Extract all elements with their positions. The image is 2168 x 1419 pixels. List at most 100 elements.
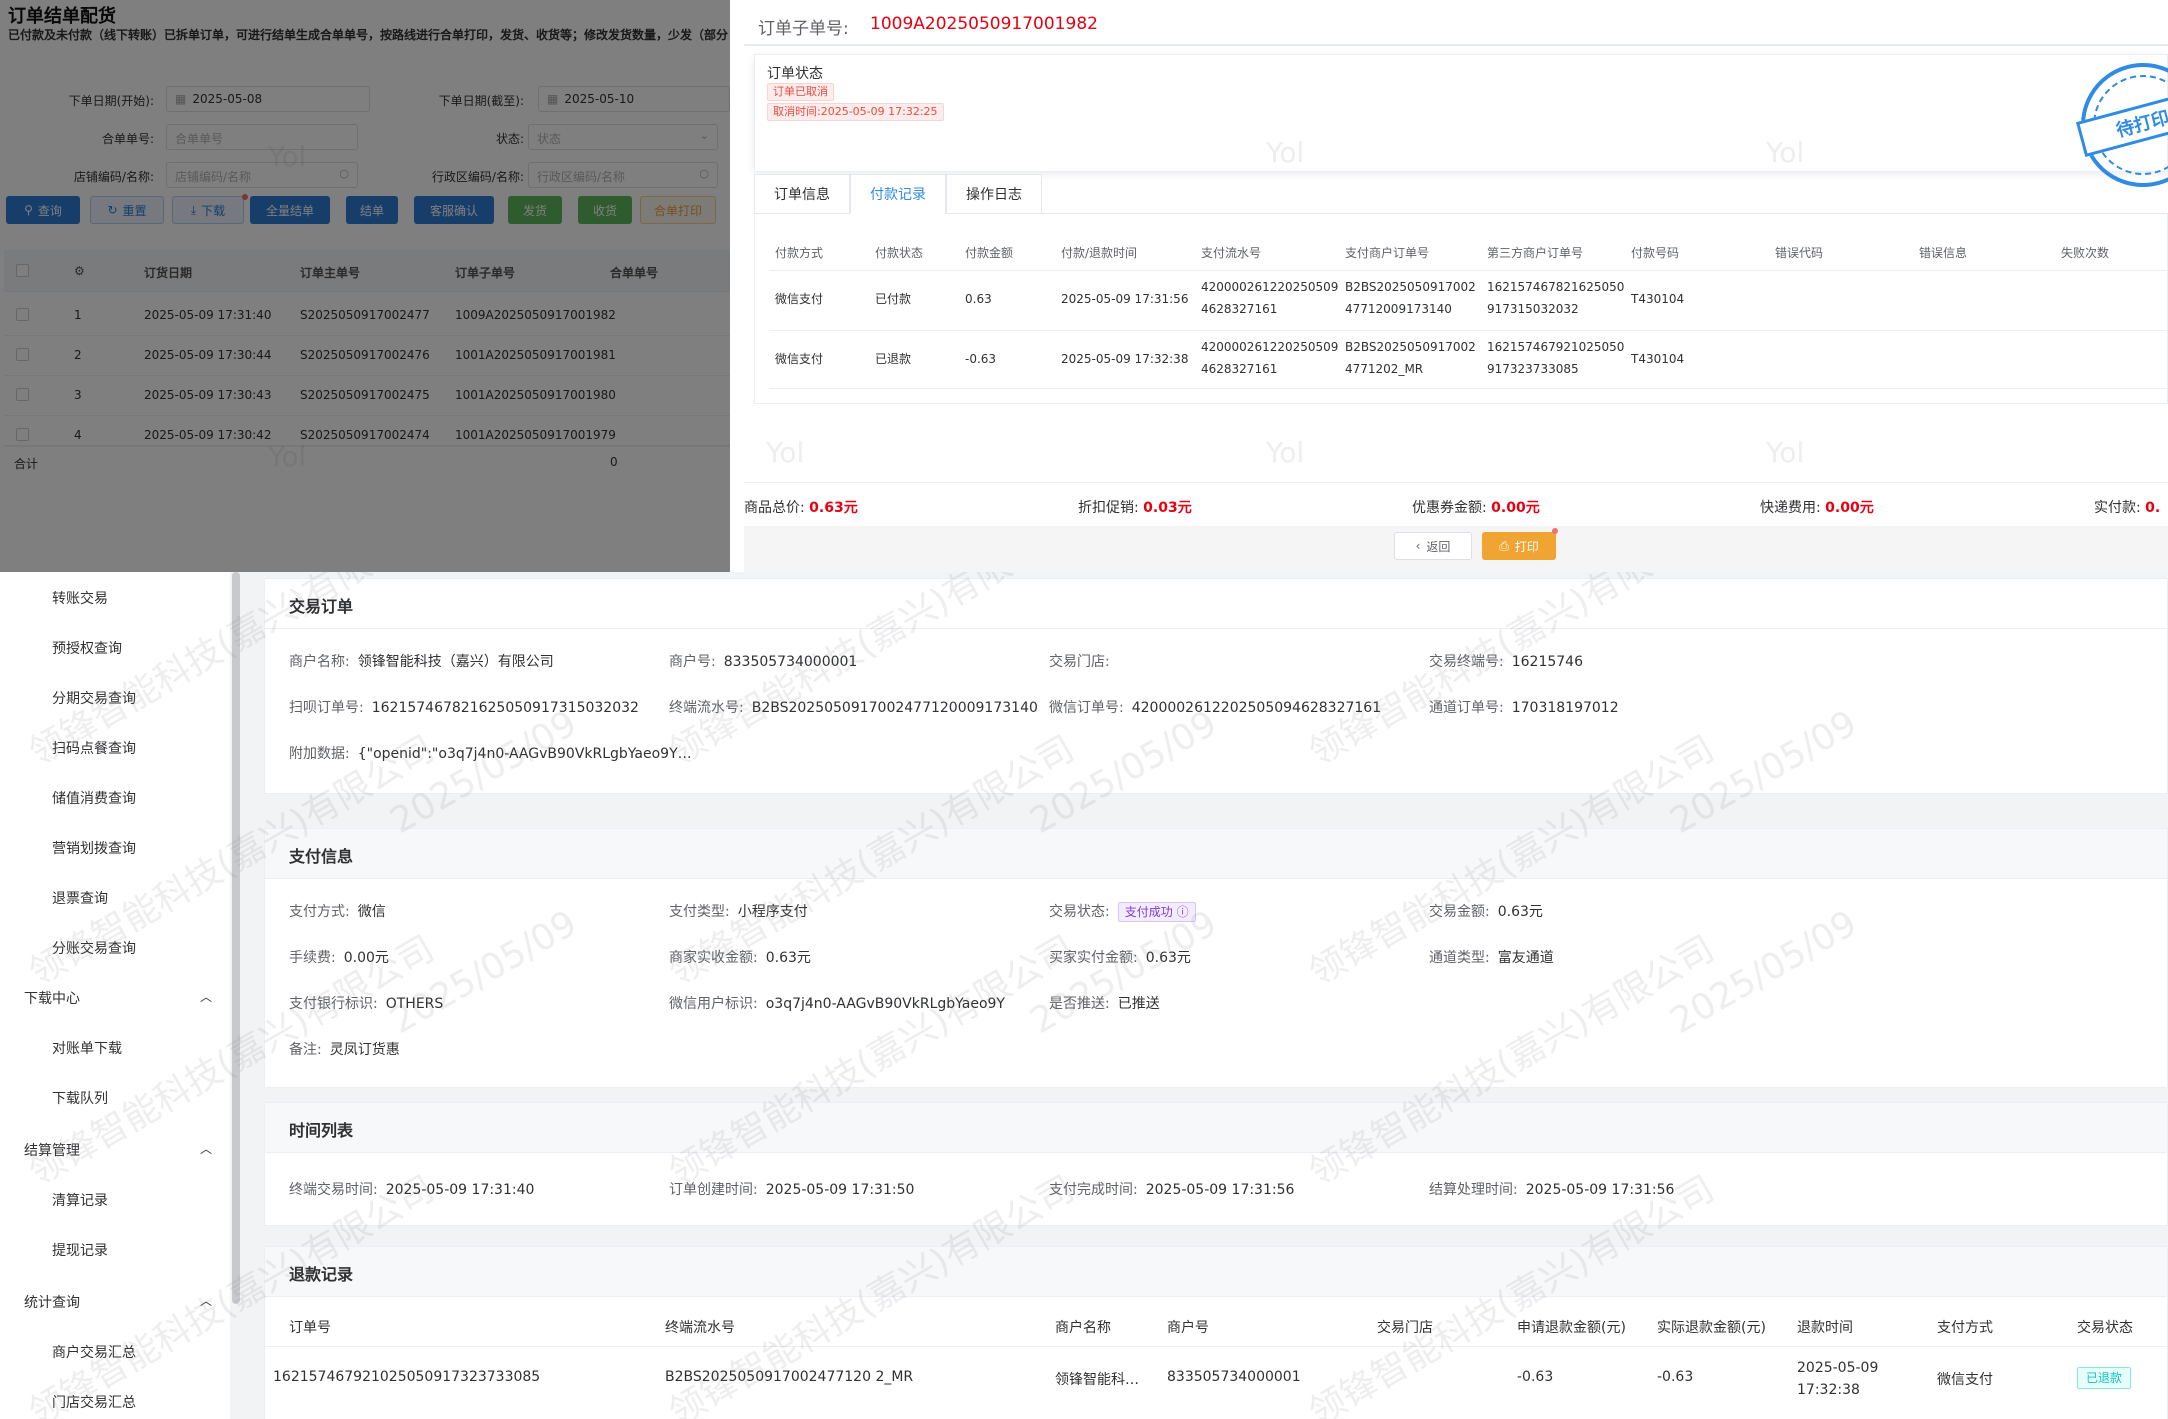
col-pay-no: 付款号码 xyxy=(1631,246,1680,260)
refund-order-no: 162157467921025050917323733085 xyxy=(273,1369,541,1385)
card-header: 时间列表 xyxy=(265,1103,2167,1153)
pay-serial: 420000261220250509 4628327161 xyxy=(1201,340,1339,376)
tab-payment-records[interactable]: 付款记录 xyxy=(850,174,946,214)
sidebar-item-split[interactable]: 分账交易查询 xyxy=(52,941,136,957)
refund-apply-amount: -0.63 xyxy=(1517,1369,1554,1385)
sidebar-item-download-queue[interactable]: 下载队列 xyxy=(52,1091,108,1107)
card-title: 支付信息 xyxy=(289,847,354,866)
printer-icon: ⎙ xyxy=(1499,538,1509,553)
pay-method: 微信支付 xyxy=(775,352,824,366)
col-error-code: 错误代码 xyxy=(1775,246,1824,260)
status-title: 订单状态 xyxy=(767,66,823,82)
pay-serial: 420000261220250509 4628327161 xyxy=(1201,280,1339,316)
pay-method-field: 支付方式: 微信 xyxy=(289,904,386,920)
divider xyxy=(769,330,2168,331)
sidebar-item-installment[interactable]: 分期交易查询 xyxy=(52,691,136,707)
col-third-order: 第三方商户订单号 xyxy=(1487,246,1584,260)
col-pay-amount: 付款金额 xyxy=(965,246,1014,260)
pay-no: T430104 xyxy=(1631,352,1685,366)
trade-order-card: 交易订单 商户名称: 领锋智能科技（嘉兴）有限公司 商户号: 83350573400… xyxy=(264,578,2168,794)
chevron-up-icon[interactable]: ︿ xyxy=(200,1294,213,1308)
chevron-up-icon[interactable]: ︿ xyxy=(200,990,213,1004)
refund-merchant-no: 833505734000001 xyxy=(1167,1369,1301,1385)
sidebar-scrollbar[interactable] xyxy=(232,572,240,1304)
col-terminal-serial: 终端流水号 xyxy=(665,1320,735,1336)
table-row[interactable]: 162157467921025050917323733085 B2BS20250… xyxy=(265,1347,2167,1417)
discount-total: 折扣促销: 0.03元 xyxy=(1078,500,1192,516)
card-header: 交易订单 xyxy=(265,579,2167,629)
attach-data-field: 附加数据: {"openid":"o3q7j4n0-AAGvB90VkRLgbYa… xyxy=(289,746,692,762)
watermark: Yol xyxy=(1266,436,1305,469)
sidebar-item-statement-download[interactable]: 对账单下载 xyxy=(52,1041,122,1057)
col-apply-refund: 申请退款金额(元) xyxy=(1517,1320,1626,1336)
col-pay-time: 付款/退款时间 xyxy=(1061,246,1138,260)
bank-field: 支付银行标识: OTHERS xyxy=(289,996,444,1012)
col-merchant-no: 商户号 xyxy=(1167,1320,1209,1336)
back-button[interactable]: ‹ 返回 xyxy=(1394,532,1472,560)
settle-time-field: 结算处理时间: 2025-05-09 17:31:56 xyxy=(1429,1182,1675,1198)
pay-done-field: 支付完成时间: 2025-05-09 17:31:56 xyxy=(1049,1182,1295,1198)
sidebar-group-settlement[interactable]: 结算管理 xyxy=(24,1143,80,1159)
merchant-no-field: 商户号: 833505734000001 xyxy=(669,654,858,670)
col-pay-merchant-order: 支付商户订单号 xyxy=(1345,246,1430,260)
pay-status: 已付款 xyxy=(875,292,912,306)
channel-type-field: 通道类型: 富友通道 xyxy=(1429,950,1554,966)
sidebar-item-transfer[interactable]: 转账交易 xyxy=(52,591,108,607)
sidebar-item-merchant-summary[interactable]: 商户交易汇总 xyxy=(52,1345,136,1361)
print-button[interactable]: ⎙ 打印 xyxy=(1482,532,1556,560)
refund-table-header: 订单号 终端流水号 商户名称 商户号 交易门店 申请退款金额(元) 实际退款金额… xyxy=(265,1303,2167,1347)
col-error-message: 错误信息 xyxy=(1919,246,1968,260)
divider xyxy=(769,388,2168,389)
sidebar-item-withdraw[interactable]: 提现记录 xyxy=(52,1243,108,1259)
shipping-total: 快递费用: 0.00元 xyxy=(1760,500,1874,516)
sidebar-item-refund-ticket[interactable]: 退票查询 xyxy=(52,891,108,907)
sidebar-group-download[interactable]: 下载中心 xyxy=(24,991,80,1007)
pay-amount: -0.63 xyxy=(965,352,997,366)
status-badge: 已退款 xyxy=(2077,1367,2132,1389)
wx-user-field: 微信用户标识: o3q7j4n0-AAGvB90VkRLgbYaeo9Y xyxy=(669,996,1005,1012)
merchant-recv-field: 商家实收金额: 0.63元 xyxy=(669,950,811,966)
cancelled-tag: 订单已取消 xyxy=(767,83,834,101)
refund-time: 2025-05-09 17:32:38 xyxy=(1797,1360,1879,1398)
goods-total: 商品总价: 0.63元 xyxy=(744,500,858,516)
sidebar-item-clearing[interactable]: 清算记录 xyxy=(52,1193,108,1209)
chevron-left-icon: ‹ xyxy=(1415,539,1421,553)
pay-time: 2025-05-09 17:31:56 xyxy=(1061,292,1189,306)
order-no-value: 1009A2025050917001982 xyxy=(870,14,1098,34)
sidebar-item-stored-value[interactable]: 储值消费查询 xyxy=(52,791,136,807)
col-pay-method: 支付方式 xyxy=(1937,1320,1993,1336)
trade-status-field: 交易状态: 支付成功 ⓘ xyxy=(1049,901,1196,922)
refund-actual-amount: -0.63 xyxy=(1657,1369,1694,1385)
sidebar-group-statistics[interactable]: 统计查询 xyxy=(24,1295,80,1311)
payment-records-table: 付款方式 付款状态 付款金额 付款/退款时间 支付流水号 支付商户订单号 第三方… xyxy=(754,214,2168,404)
time-list-card: 时间列表 终端交易时间: 2025-05-09 17:31:40 订单创建时间: 2… xyxy=(264,1102,2168,1226)
card-header: 退款记录 xyxy=(265,1247,2167,1297)
refund-pay-method: 微信支付 xyxy=(1937,1372,1993,1388)
pushed-field: 是否推送: 已推送 xyxy=(1049,996,1160,1012)
notification-dot xyxy=(1552,528,1558,534)
terminal-serial-field: 终端流水号: B2BS2025050917002477120009173140 xyxy=(669,700,1038,716)
watermark: Yol xyxy=(766,436,805,469)
pay-method: 微信支付 xyxy=(775,292,824,306)
status-badge: 支付成功 ⓘ xyxy=(1117,902,1196,922)
order-created-field: 订单创建时间: 2025-05-09 17:31:50 xyxy=(669,1182,915,1198)
sidebar-item-scan-order[interactable]: 扫码点餐查询 xyxy=(52,741,136,757)
col-refund-time: 退款时间 xyxy=(1797,1320,1853,1336)
sidebar-item-preauth[interactable]: 预授权查询 xyxy=(52,641,122,657)
chevron-up-icon[interactable]: ︿ xyxy=(200,1142,213,1156)
channel-order-field: 通道订单号: 170318197012 xyxy=(1429,700,1619,716)
pay-amount: 0.63 xyxy=(965,292,992,306)
third-order: 162157467821625050 917315032032 xyxy=(1487,280,1625,316)
col-merchant-name: 商户名称 xyxy=(1055,1320,1111,1336)
tab-operation-log[interactable]: 操作日志 xyxy=(946,174,1042,214)
pay-info-card: 支付信息 支付方式: 微信 支付类型: 小程序支付 交易状态: 支付成功 ⓘ 交易金额… xyxy=(264,828,2168,1088)
pay-merchant-order: B2BS2025050917002 4771202_MR xyxy=(1345,340,1476,376)
sidebar-item-store-summary[interactable]: 门店交易汇总 xyxy=(52,1395,136,1411)
col-store: 交易门店 xyxy=(1377,1320,1433,1336)
order-detail-drawer: 订单子单号: 1009A2025050917001982 订单状态 订单已取消 … xyxy=(730,0,2168,572)
tab-order-info[interactable]: 订单信息 xyxy=(754,174,850,214)
pay-no: T430104 xyxy=(1631,292,1685,306)
col-pay-method: 付款方式 xyxy=(775,246,824,260)
store-field: 交易门店: xyxy=(1049,654,1110,670)
sidebar-item-marketing[interactable]: 营销划拨查询 xyxy=(52,841,136,857)
